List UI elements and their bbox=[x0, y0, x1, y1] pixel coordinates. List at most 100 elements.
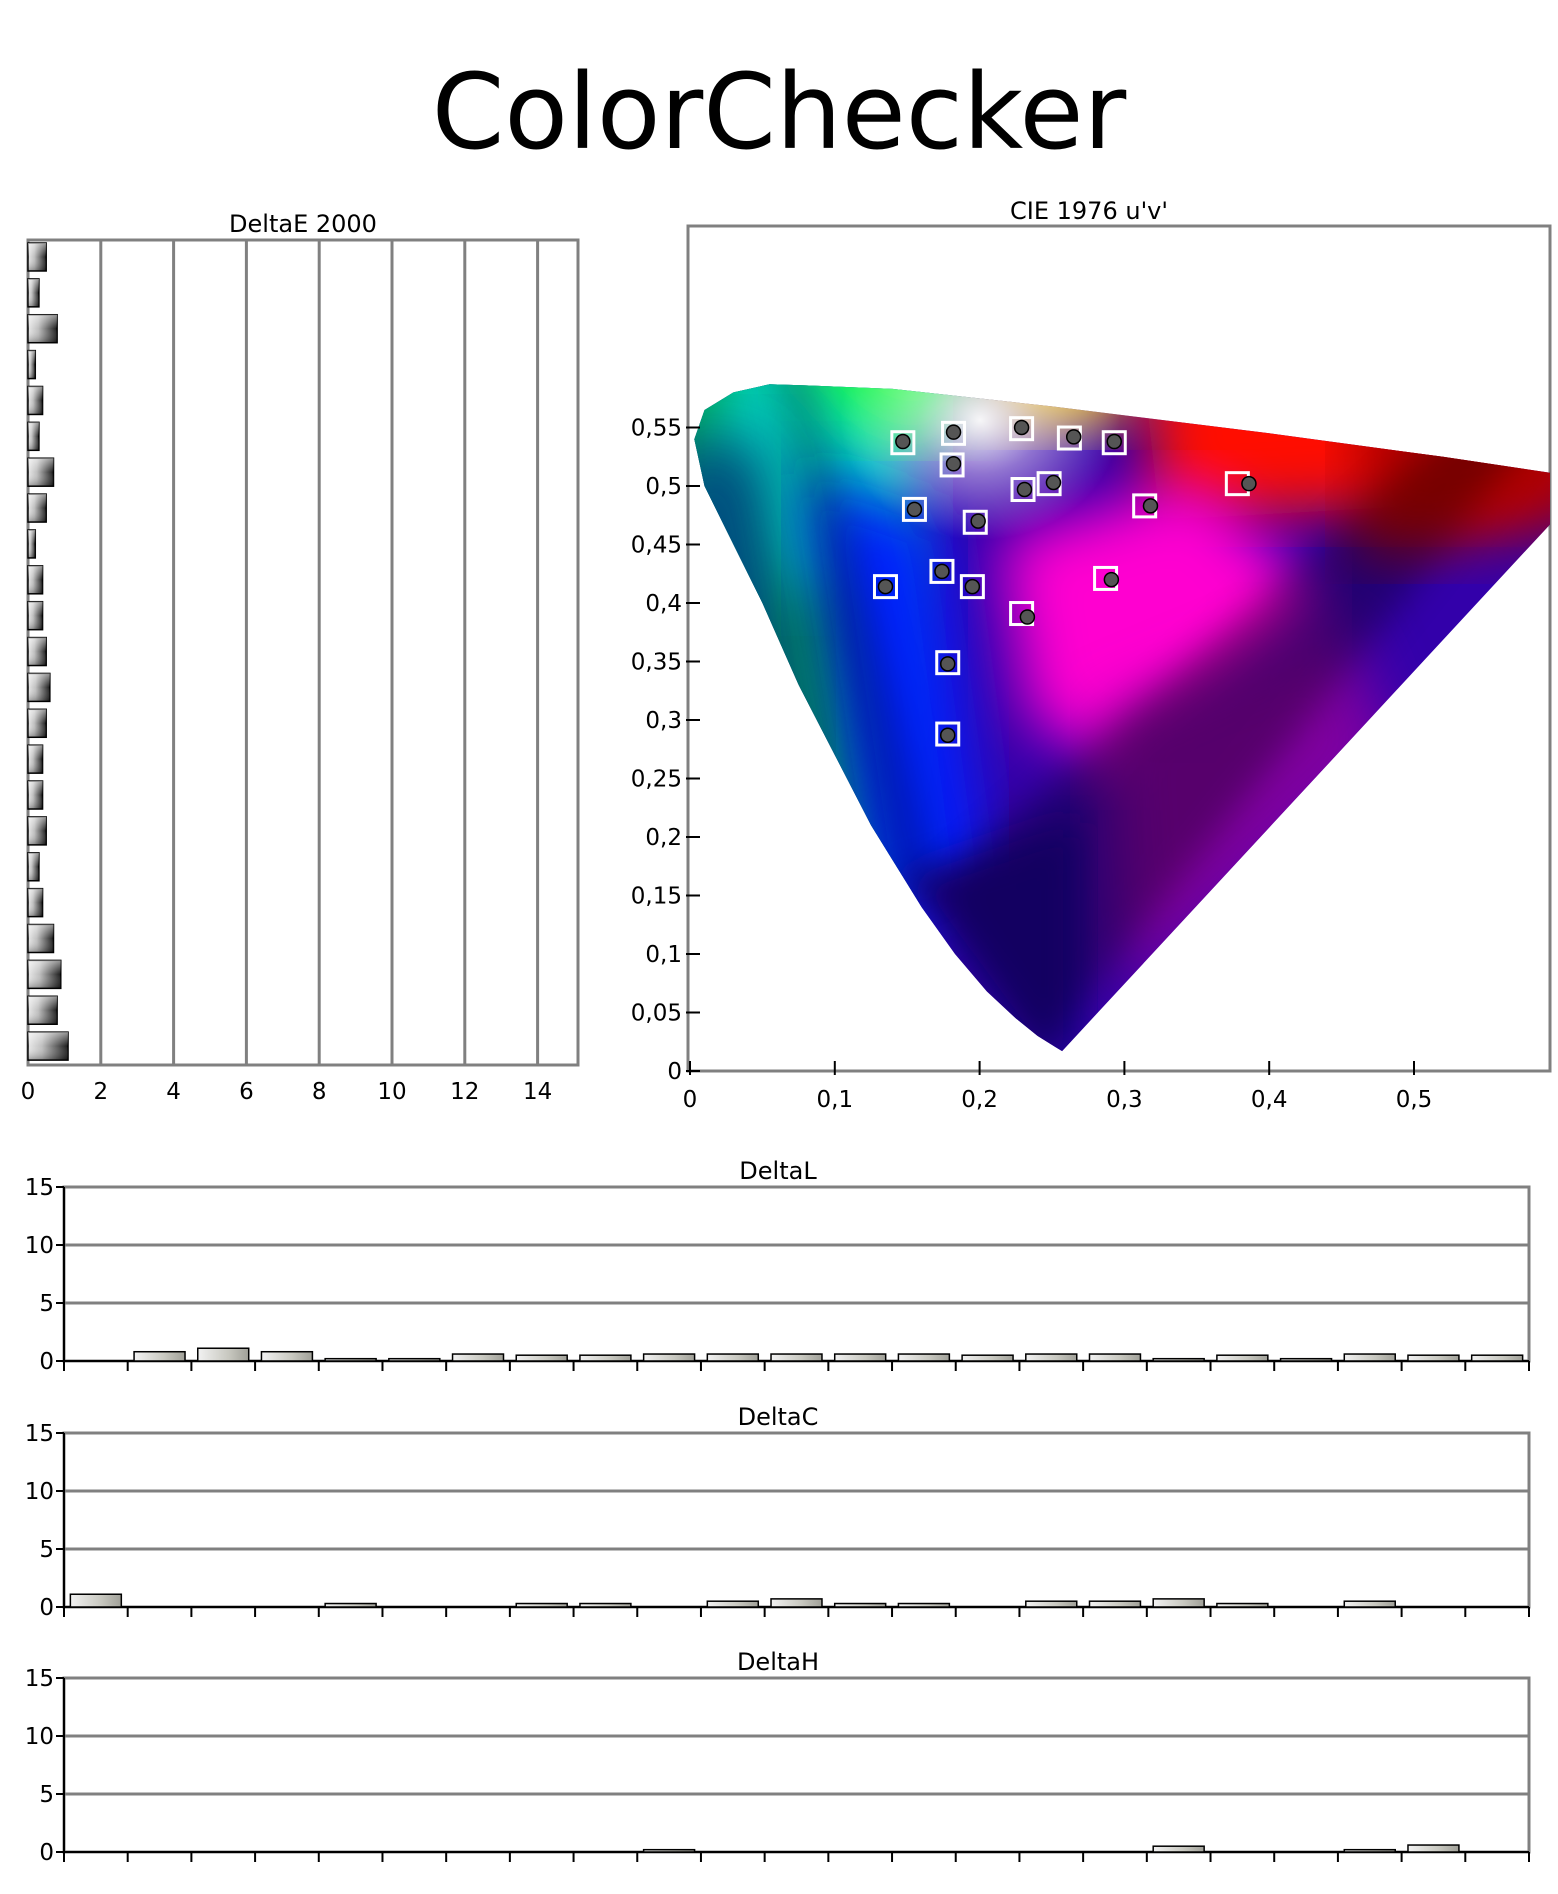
cie-x-tick: 0,3 bbox=[1106, 1087, 1143, 1113]
cie-target-square bbox=[1010, 477, 1036, 503]
deltah-chart: DeltaH 0 5 10 15 bbox=[25, 1648, 1531, 1866]
deltal-chart: DeltaL 0 5 10 15 bbox=[25, 1157, 1531, 1375]
cie-target-square bbox=[890, 430, 916, 456]
cie-y-tick: 0,35 bbox=[631, 650, 682, 676]
deltah-bar bbox=[1407, 1844, 1460, 1853]
cie-y-tick: 0,5 bbox=[645, 474, 682, 500]
cie-title: CIE 1976 u'v' bbox=[1010, 197, 1168, 225]
deltae-gridlines bbox=[99, 240, 540, 1065]
cie-target-square bbox=[901, 496, 927, 522]
deltah-bar bbox=[642, 1848, 696, 1853]
deltae-bar-sheen bbox=[28, 637, 47, 666]
deltae-bar-sheen bbox=[28, 888, 43, 917]
cie-target-square bbox=[962, 509, 988, 535]
cie-x-tick: 0,1 bbox=[817, 1087, 854, 1113]
deltae-bar-sheen bbox=[28, 601, 43, 630]
deltal-bar bbox=[897, 1353, 951, 1362]
cie-y-tick: 0 bbox=[667, 1059, 682, 1085]
cie-measured-point bbox=[1106, 433, 1123, 450]
deltac-y-tick: 10 bbox=[25, 1479, 54, 1505]
deltal-bar bbox=[1407, 1354, 1460, 1362]
deltal-bar bbox=[642, 1353, 696, 1362]
cie-measured-point bbox=[945, 456, 962, 472]
cie-measured-point bbox=[939, 727, 956, 743]
deltal-bar bbox=[1470, 1354, 1524, 1362]
deltac-chart: DeltaC 0 5 10 15 bbox=[25, 1403, 1531, 1621]
deltah-bar bbox=[1343, 1848, 1396, 1853]
deltah-y-tick: 15 bbox=[25, 1666, 54, 1692]
deltal-title: DeltaL bbox=[739, 1157, 817, 1185]
deltae-x-tick-labels: 0 2 4 6 8 10 12 14 bbox=[21, 1079, 553, 1105]
deltae-bar-sheen bbox=[28, 458, 54, 487]
cie-measured-point bbox=[964, 578, 981, 595]
deltac-title: DeltaC bbox=[738, 1403, 819, 1431]
deltae-x-tick: 6 bbox=[239, 1079, 254, 1105]
cie-y-tick: 0,25 bbox=[631, 767, 682, 793]
cie-measured-point bbox=[1103, 571, 1120, 588]
deltah-y-tick: 0 bbox=[39, 1840, 54, 1866]
deltal-bar bbox=[133, 1350, 186, 1362]
deltae-bar-sheen bbox=[28, 243, 47, 271]
deltae-bar-sheen bbox=[28, 709, 47, 738]
deltal-bar bbox=[1279, 1357, 1333, 1362]
deltae-bar-sheen bbox=[28, 314, 58, 343]
cie-y-tick: 0,45 bbox=[631, 533, 682, 559]
deltae-bar-sheen bbox=[28, 816, 47, 845]
deltae-x-tick: 14 bbox=[523, 1079, 552, 1105]
deltae-x-tick: 8 bbox=[312, 1079, 327, 1105]
cie-measured-point bbox=[906, 501, 923, 518]
deltal-bar bbox=[1025, 1353, 1078, 1362]
delta-lch-charts: DeltaL 0 5 10 15 DeltaC 0 5 10 15 DeltaH 0 5 10 15 bbox=[25, 1157, 1531, 1866]
deltal-bar bbox=[1152, 1357, 1205, 1362]
deltae-bar-sheen bbox=[28, 781, 43, 810]
deltae-bar-sheen bbox=[28, 852, 39, 881]
deltae-plot-frame bbox=[26, 238, 580, 1067]
cie-x-tick: 0 bbox=[683, 1087, 698, 1113]
cie-target-square bbox=[941, 420, 967, 446]
deltal-bar bbox=[1343, 1353, 1396, 1362]
deltal-bar bbox=[579, 1354, 632, 1362]
deltae-bar-sheen bbox=[28, 565, 43, 594]
cie-y-tick: 0,2 bbox=[645, 825, 682, 851]
deltae-x-tick: 4 bbox=[166, 1079, 181, 1105]
cie-target-square bbox=[935, 721, 961, 747]
deltae-bar-sheen bbox=[28, 960, 61, 989]
deltal-y-tick: 10 bbox=[25, 1233, 54, 1259]
deltac-bar bbox=[579, 1602, 632, 1608]
cie-measured-point bbox=[939, 656, 956, 672]
cie-y-tick: 0,15 bbox=[631, 884, 682, 910]
deltal-bar bbox=[388, 1357, 441, 1362]
cie-measured-point bbox=[1065, 429, 1082, 445]
deltac-bar bbox=[1152, 1598, 1205, 1608]
deltae-title: DeltaE 2000 bbox=[229, 210, 377, 238]
page-title: ColorChecker bbox=[431, 51, 1127, 173]
deltal-y-tick: 5 bbox=[39, 1291, 54, 1317]
cie-measured-point bbox=[1045, 474, 1062, 491]
deltac-bar bbox=[69, 1593, 123, 1608]
deltal-bar bbox=[1216, 1354, 1269, 1362]
cie-y-tick: 0,55 bbox=[631, 416, 682, 442]
deltal-bar bbox=[961, 1354, 1014, 1362]
cie-x-tick: 0,2 bbox=[961, 1087, 998, 1113]
deltae-bar-sheen bbox=[28, 494, 47, 523]
deltac-bar bbox=[1216, 1602, 1269, 1608]
deltah-plot-frame bbox=[62, 1676, 1531, 1854]
cie-measured-point bbox=[934, 563, 950, 580]
deltac-bar bbox=[515, 1602, 568, 1608]
deltal-plot-frame bbox=[62, 1185, 1531, 1363]
cie-measured-point bbox=[1019, 609, 1036, 625]
deltac-bar bbox=[324, 1602, 377, 1608]
cie-measured-point bbox=[970, 513, 986, 529]
deltac-y-tick: 0 bbox=[39, 1595, 54, 1621]
deltae-x-tick: 10 bbox=[377, 1079, 406, 1105]
deltal-bar bbox=[197, 1347, 250, 1362]
deltae-x-tick: 2 bbox=[93, 1079, 108, 1105]
cie-y-tick: 0,4 bbox=[645, 591, 682, 617]
cie-target-square bbox=[939, 452, 965, 478]
cie-target-square bbox=[872, 574, 898, 600]
cie-target-square bbox=[929, 558, 955, 584]
deltal-bar bbox=[706, 1353, 760, 1362]
deltac-plot-frame bbox=[62, 1431, 1531, 1609]
deltae-bar-sheen bbox=[28, 996, 58, 1025]
